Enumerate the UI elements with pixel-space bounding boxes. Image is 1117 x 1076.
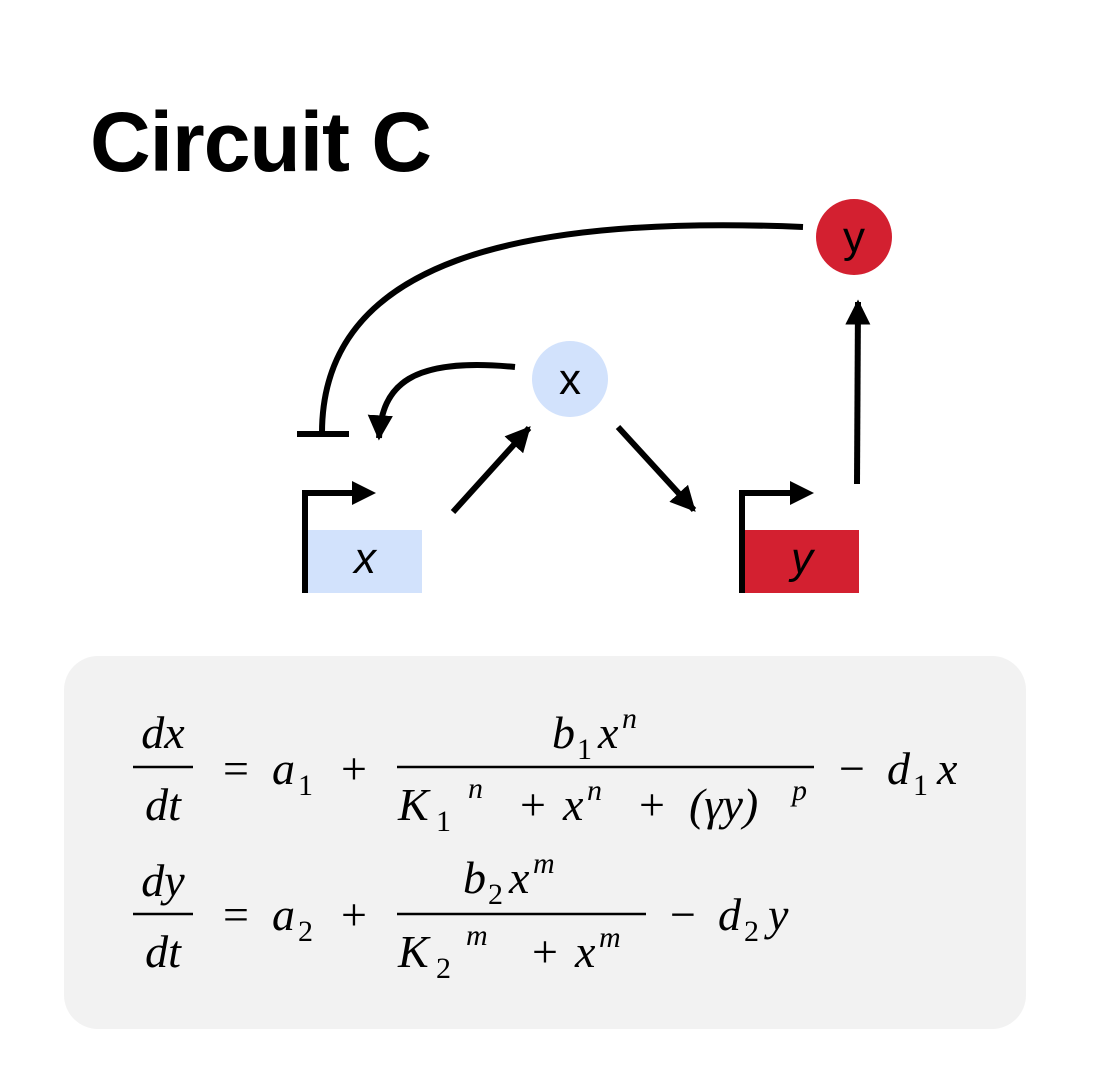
gene-y-box	[745, 530, 859, 593]
eq2-d-var: y	[764, 889, 789, 940]
eq2-d-sub: 2	[744, 915, 759, 948]
eq2-lhs-numerator: dy	[141, 855, 185, 906]
eq1-den-plus1: +	[520, 779, 546, 830]
eq1-equals: =	[223, 743, 249, 794]
equation-dy-dt: dy dt = a 2 + b 2 x m K 2 m + x m − d 2 …	[133, 847, 789, 985]
eq2-num-b-sub: 2	[488, 878, 503, 911]
eq1-plus: +	[341, 743, 367, 794]
eq1-den-plus2: +	[639, 779, 665, 830]
eq1-d: d	[887, 743, 911, 794]
promoter-x-arrowhead	[352, 481, 376, 505]
gene-y-label: y	[788, 534, 816, 583]
activation-arrow-x-to-x	[367, 361, 516, 441]
eq2-a: a	[272, 889, 295, 940]
diagram-title: Circuit C	[90, 95, 432, 189]
eq1-den-x-exp: n	[587, 774, 602, 807]
promoter-y	[739, 490, 790, 593]
eq1-den-K: K	[397, 779, 431, 830]
eq2-den-plus1: +	[532, 926, 558, 977]
protein-y-node	[816, 199, 892, 275]
eq1-a-sub: 1	[298, 769, 313, 802]
protein-y-label: y	[843, 213, 865, 262]
eq1-num-x: x	[597, 707, 619, 758]
eq2-d: d	[718, 889, 742, 940]
equation-dx-dt: dx dt = a 1 + b 1 x n K 1 n + x n + (γy)…	[133, 702, 958, 838]
eq2-lhs-denominator: dt	[145, 926, 182, 977]
eq1-lhs-denominator: dt	[145, 779, 182, 830]
eq1-num-b: b	[552, 707, 575, 758]
repression-arc-y-to-x	[319, 222, 804, 434]
eq1-num-b-sub: 1	[577, 733, 592, 766]
eq2-minus: −	[670, 889, 696, 940]
production-arrow-gene-y	[845, 299, 871, 485]
eq2-num-x: x	[508, 852, 530, 903]
gene-x-box	[308, 530, 422, 593]
eq1-den-paren: (γy)	[689, 779, 758, 830]
eq2-num-exp: m	[533, 847, 555, 880]
eq1-den-K-sub: 1	[436, 805, 451, 838]
eq1-den-paren-exp: p	[790, 774, 807, 807]
equation-box	[64, 656, 1026, 1029]
promoter-x	[302, 490, 352, 593]
promoter-y-arrowhead	[790, 481, 814, 505]
eq2-equals: =	[223, 889, 249, 940]
eq1-den-x: x	[562, 779, 584, 830]
eq2-den-x: x	[574, 926, 596, 977]
activation-arrow-x-to-y	[615, 424, 697, 513]
eq2-plus: +	[341, 889, 367, 940]
eq1-d-sub: 1	[913, 769, 928, 802]
eq1-lhs-numerator: dx	[141, 707, 185, 758]
eq1-minus: −	[839, 743, 865, 794]
eq2-num-b: b	[463, 852, 486, 903]
production-arrow-gene-x	[450, 425, 532, 515]
eq1-d-var: x	[936, 743, 958, 794]
gene-x-label: x	[352, 534, 378, 583]
eq2-den-K-exp: m	[466, 919, 488, 952]
eq1-num-exp: n	[622, 702, 637, 735]
eq1-a: a	[272, 743, 295, 794]
eq2-den-K: K	[397, 926, 431, 977]
protein-x-label: x	[559, 355, 581, 404]
eq2-den-K-sub: 2	[436, 952, 451, 985]
eq2-a-sub: 2	[298, 915, 313, 948]
eq1-den-K-exp: n	[468, 772, 483, 805]
protein-x-node	[532, 341, 608, 417]
eq2-den-x-exp: m	[599, 921, 621, 954]
